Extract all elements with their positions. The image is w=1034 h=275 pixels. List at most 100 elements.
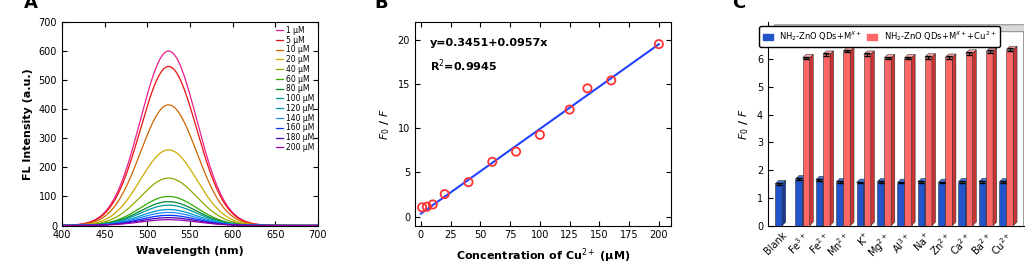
Y-axis label: $F_0$ / $F$: $F_0$ / $F$ bbox=[737, 108, 752, 140]
180 μM bbox=[227, 223, 240, 227]
Polygon shape bbox=[782, 180, 786, 226]
Bar bbox=[844, 51, 850, 225]
Bar bbox=[979, 182, 986, 226]
120 μM bbox=[56, 224, 68, 227]
60 μM bbox=[101, 221, 114, 224]
120 μM bbox=[101, 222, 114, 226]
140 μM bbox=[101, 223, 114, 226]
Line: 120 μM: 120 μM bbox=[62, 210, 317, 226]
10 μM bbox=[101, 213, 114, 216]
40 μM bbox=[172, 179, 184, 182]
140 μM bbox=[122, 219, 134, 222]
Polygon shape bbox=[966, 50, 976, 53]
Polygon shape bbox=[863, 179, 868, 226]
Point bbox=[425, 202, 442, 207]
160 μM bbox=[227, 223, 240, 226]
140 μM bbox=[311, 224, 324, 227]
Polygon shape bbox=[986, 178, 990, 226]
Polygon shape bbox=[863, 51, 875, 54]
Bar bbox=[924, 57, 932, 225]
140 μM bbox=[162, 211, 175, 214]
20 μM bbox=[207, 202, 219, 206]
Polygon shape bbox=[986, 48, 997, 52]
40 μM bbox=[56, 224, 68, 227]
Point bbox=[603, 78, 619, 82]
Bar bbox=[802, 58, 810, 226]
Text: R$^2$=0.9945: R$^2$=0.9945 bbox=[430, 58, 497, 74]
10 μM bbox=[249, 223, 262, 226]
Legend: NH$_2$-ZnO QDs+M$^{X+}$, NH$_2$-ZnO QDs+M$^{X+}$+Cu$^{2+}$: NH$_2$-ZnO QDs+M$^{X+}$, NH$_2$-ZnO QDs+… bbox=[759, 26, 1000, 47]
Line: 200 μM: 200 μM bbox=[62, 220, 317, 226]
Bar bbox=[863, 54, 871, 225]
Polygon shape bbox=[912, 54, 915, 225]
Bar bbox=[884, 58, 891, 226]
Polygon shape bbox=[768, 25, 1031, 32]
1 μM bbox=[172, 59, 184, 62]
200 μM bbox=[122, 222, 134, 225]
Bar bbox=[816, 180, 823, 225]
Text: A: A bbox=[24, 0, 37, 12]
Polygon shape bbox=[1006, 178, 1010, 225]
Polygon shape bbox=[810, 54, 814, 225]
200 μM bbox=[249, 224, 262, 227]
Bar bbox=[999, 182, 1006, 226]
20 μM bbox=[56, 224, 68, 227]
Polygon shape bbox=[966, 178, 969, 226]
60 μM bbox=[207, 216, 219, 219]
80 μM bbox=[162, 200, 175, 203]
Polygon shape bbox=[938, 179, 949, 183]
40 μM bbox=[311, 224, 324, 227]
140 μM bbox=[249, 224, 262, 227]
120 μM bbox=[207, 219, 219, 222]
Line: 10 μM: 10 μM bbox=[62, 105, 317, 226]
1 μM bbox=[311, 224, 324, 227]
Point bbox=[436, 192, 453, 196]
20 μM bbox=[122, 197, 134, 201]
Line: 1 μM: 1 μM bbox=[62, 51, 317, 225]
Bar bbox=[966, 53, 973, 225]
Bar bbox=[1006, 50, 1013, 226]
200 μM bbox=[207, 222, 219, 226]
80 μM bbox=[311, 224, 324, 227]
Polygon shape bbox=[844, 48, 854, 51]
10 μM bbox=[227, 215, 240, 219]
Polygon shape bbox=[905, 179, 908, 226]
Polygon shape bbox=[952, 54, 955, 225]
1 μM bbox=[207, 174, 219, 177]
40 μM bbox=[207, 210, 219, 214]
5 μM bbox=[101, 209, 114, 212]
200 μM bbox=[56, 224, 68, 227]
10 μM bbox=[207, 189, 219, 193]
Polygon shape bbox=[850, 48, 854, 226]
140 μM bbox=[56, 224, 68, 227]
Bar bbox=[986, 52, 993, 226]
180 μM bbox=[122, 221, 134, 224]
Polygon shape bbox=[932, 54, 936, 226]
Line: 160 μM: 160 μM bbox=[62, 215, 317, 226]
20 μM bbox=[172, 153, 184, 156]
Legend: 1 μM, 5 μM, 10 μM, 20 μM, 40 μM, 60 μM, 80 μM, 100 μM, 120 μM, 140 μM, 160 μM, 1: 1 μM, 5 μM, 10 μM, 20 μM, 40 μM, 60 μM, … bbox=[274, 24, 315, 153]
20 μM bbox=[311, 224, 324, 227]
Line: 80 μM: 80 μM bbox=[62, 202, 317, 225]
Line: 5 μM: 5 μM bbox=[62, 67, 317, 226]
Point bbox=[484, 160, 500, 164]
Text: C: C bbox=[732, 0, 746, 12]
80 μM bbox=[122, 216, 134, 219]
X-axis label: Wavelength (nm): Wavelength (nm) bbox=[136, 246, 244, 256]
180 μM bbox=[172, 216, 184, 220]
20 μM bbox=[162, 148, 175, 152]
140 μM bbox=[227, 223, 240, 226]
Line: 40 μM: 40 μM bbox=[62, 178, 317, 226]
120 μM bbox=[311, 224, 324, 227]
60 μM bbox=[56, 224, 68, 227]
40 μM bbox=[162, 177, 175, 180]
Polygon shape bbox=[795, 175, 807, 179]
80 μM bbox=[249, 224, 262, 227]
60 μM bbox=[249, 224, 262, 227]
Bar bbox=[776, 184, 782, 226]
100 μM bbox=[311, 224, 324, 227]
Bar bbox=[823, 54, 830, 225]
Point bbox=[531, 133, 548, 137]
10 μM bbox=[162, 103, 175, 106]
Polygon shape bbox=[1024, 25, 1031, 226]
